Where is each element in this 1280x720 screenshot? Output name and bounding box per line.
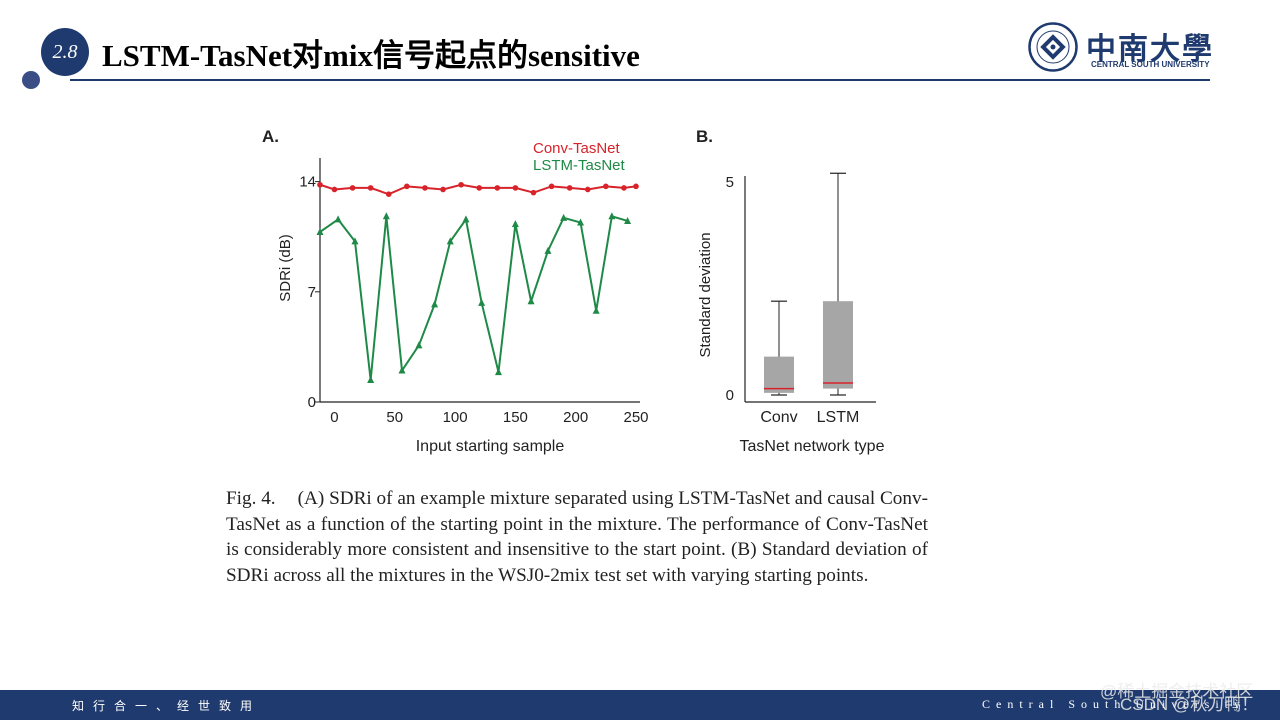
lstm-tasnet-point — [478, 298, 486, 306]
panel-a-y-tick-label: 14 — [299, 174, 316, 191]
panel-b-x-tick-label: LSTM — [817, 409, 860, 426]
lstm-tasnet-point — [527, 297, 535, 305]
caption-label: Fig. 4. — [226, 488, 276, 509]
watermark-csdn: CSDN @秋刀鸭！ — [1120, 695, 1259, 714]
conv-tasnet-point — [458, 181, 464, 188]
lstm-tasnet-point — [624, 216, 632, 224]
lstm-tasnet-point — [367, 375, 375, 383]
section-number-badge: 2.8 — [41, 28, 89, 76]
lstm-tasnet-point — [608, 212, 616, 220]
lstm-tasnet-point — [316, 227, 324, 235]
conv-tasnet-point — [440, 186, 446, 193]
caption-text: (A) SDRi of an example mixture separated… — [226, 488, 928, 586]
panel-a: A. 0 7 14 0 50 100 150 200 250 SDRi (dB) Input … — [262, 127, 649, 455]
panel-a-x-tick-label: 100 — [443, 409, 468, 426]
conv-tasnet-point — [422, 185, 428, 191]
section-number: 2.8 — [52, 40, 78, 63]
panel-a-x-tick-label: 150 — [503, 409, 528, 426]
box-iqr — [823, 301, 853, 389]
lstm-tasnet-point — [511, 220, 519, 228]
panel-a-xlabel: Input starting sample — [416, 438, 565, 455]
panel-a-y-ticks: 0 7 14 — [299, 174, 320, 411]
watermark-juejin: @稀土掘金技术社区 — [1100, 682, 1254, 701]
panel-b-y-ticks: 05 — [726, 174, 734, 404]
lstm-tasnet-point — [382, 212, 390, 220]
box-conv — [764, 300, 794, 396]
panel-a-x-ticks: 0 50 100 150 200 250 — [330, 409, 648, 426]
conv-tasnet-point — [385, 191, 392, 198]
panel-a-x-tick-label: 0 — [330, 409, 338, 426]
panel-b-x-ticks: Conv LSTM — [760, 409, 859, 426]
legend-conv-tasnet: Conv-TasNet — [533, 140, 621, 157]
figure-caption: Fig. 4. (A) SDRi of an example mixture se… — [226, 486, 928, 588]
lstm-tasnet-point — [351, 237, 359, 245]
lstm-tasnet-point — [431, 300, 439, 308]
university-seal-icon — [1028, 22, 1078, 72]
conv-tasnet-point — [584, 186, 591, 193]
footer-motto: 知行合一、经世致用 — [72, 699, 262, 713]
lstm-tasnet-point — [577, 218, 585, 226]
university-logo: 中南大學 CENTRAL SOUTH UNIVERSITY — [1028, 22, 1218, 76]
panel-a-series — [316, 181, 639, 383]
conv-tasnet-point — [494, 185, 501, 191]
slide-title: LSTM-TasNet对mix信号起点的sensitive — [102, 38, 640, 73]
panel-b-y-tick-label: 0 — [726, 387, 734, 404]
conv-tasnet-point — [331, 186, 338, 193]
panel-a-x-tick-label: 250 — [623, 409, 648, 426]
decorative-dot — [22, 71, 40, 89]
conv-tasnet-point — [548, 183, 555, 190]
lstm-tasnet-point — [446, 237, 454, 245]
series-line-lstm-tasnet — [319, 214, 628, 381]
conv-tasnet-point — [603, 183, 609, 190]
panel-a-x-tick-label: 50 — [386, 409, 403, 426]
footer-bar — [0, 690, 1280, 720]
box-iqr — [764, 356, 794, 393]
panel-b-xlabel: TasNet network type — [740, 438, 885, 455]
conv-tasnet-point — [530, 189, 537, 196]
logo-english-name: CENTRAL SOUTH UNIVERSITY — [1091, 60, 1210, 69]
conv-tasnet-point — [404, 183, 410, 190]
lstm-tasnet-point — [592, 306, 600, 314]
title-underline — [70, 79, 1210, 81]
panel-b-ylabel: Standard deviation — [697, 232, 714, 357]
panel-a-y-tick-label: 7 — [308, 284, 316, 301]
conv-tasnet-point — [367, 185, 374, 191]
panel-b-label: B. — [696, 127, 713, 146]
lstm-tasnet-point — [398, 366, 406, 374]
box-lstm — [823, 172, 853, 396]
lstm-tasnet-point — [334, 215, 342, 223]
lstm-tasnet-point — [544, 246, 552, 254]
panel-a-y-tick-label: 0 — [308, 394, 316, 411]
conv-tasnet-point — [633, 183, 639, 190]
panel-b-y-tick-label: 5 — [726, 174, 734, 191]
panel-b: B. 05 Conv LSTM Standard deviation TasNet… — [696, 127, 885, 455]
panel-a-label: A. — [262, 127, 279, 146]
lstm-tasnet-point — [415, 341, 423, 349]
conv-tasnet-point — [512, 185, 519, 191]
legend-lstm-tasnet: LSTM-TasNet — [533, 157, 626, 174]
conv-tasnet-point — [566, 185, 573, 191]
footer-university: Central South University — [982, 697, 1246, 711]
panel-b-x-tick-label: Conv — [760, 409, 797, 426]
conv-tasnet-point — [317, 181, 323, 188]
conv-tasnet-point — [476, 185, 483, 191]
lstm-tasnet-point — [560, 213, 568, 221]
lstm-tasnet-point — [462, 215, 470, 223]
logo-chinese-name: 中南大學 — [1086, 32, 1214, 67]
conv-tasnet-point — [621, 185, 627, 191]
lstm-tasnet-point — [495, 368, 503, 376]
conv-tasnet-point — [349, 185, 356, 191]
panel-a-x-tick-label: 200 — [563, 409, 588, 426]
panel-a-ylabel: SDRi (dB) — [277, 234, 294, 302]
panel-b-boxes — [764, 172, 853, 396]
